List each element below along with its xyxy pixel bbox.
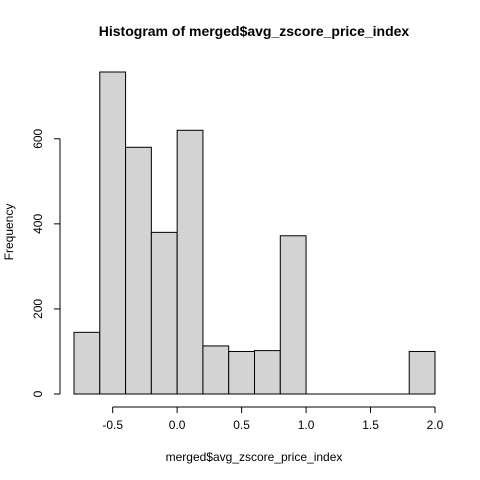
x-tick-label: -0.5 [102,418,123,432]
histogram-bar [254,350,281,395]
x-tick-label: 2.0 [427,418,444,432]
histogram-bar [202,345,230,395]
x-tick-label: 0.5 [233,418,250,432]
y-tick-label: 600 [31,128,45,148]
y-tick-label: 400 [31,214,45,234]
histogram-bar [279,235,307,395]
histogram-bar [99,71,127,395]
x-axis-label: merged$avg_zscore_price_index [166,450,343,464]
histogram-bar [176,129,204,395]
x-axis: -0.5 0.0 0.5 1.0 1.5 2.0 [102,406,444,432]
histogram-bar [150,231,178,395]
histogram-bar [73,331,101,395]
chart-title: Histogram of merged$avg_zscore_price_ind… [99,23,410,39]
x-tick-label: 0.0 [169,418,186,432]
histogram-bar [125,146,152,395]
y-tick-label: 200 [31,299,45,319]
histogram-bar [228,350,255,395]
x-tick-label: 1.0 [298,418,315,432]
bars-group [73,71,436,395]
y-axis: 0 200 400 600 [31,128,61,397]
x-tick-label: 1.5 [362,418,379,432]
y-axis-label: Frequency [2,204,16,261]
y-tick-label: 0 [31,390,45,397]
histogram-bar [408,350,436,395]
